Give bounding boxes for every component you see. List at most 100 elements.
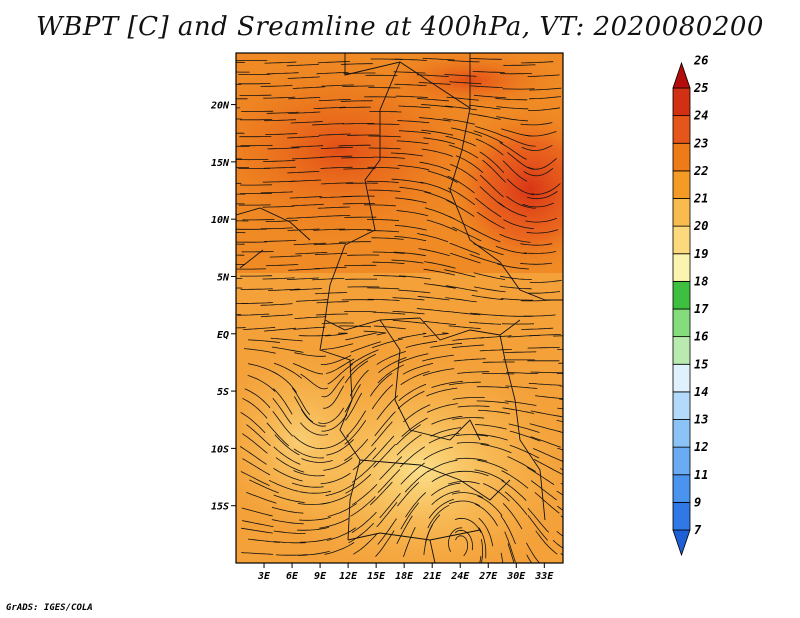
streamline: [391, 259, 424, 264]
streamline: [287, 136, 320, 139]
streamline: [264, 119, 297, 122]
streamline: [522, 202, 554, 208]
streamline: [318, 215, 351, 218]
streamline: [476, 400, 509, 404]
streamline: [260, 191, 293, 194]
streamline: [321, 84, 354, 87]
streamline: [263, 96, 296, 99]
credit-label: GrADS: IGES/COLA: [6, 603, 93, 613]
streamline: [239, 446, 267, 465]
streamline: [496, 106, 529, 110]
streamline: [475, 138, 504, 156]
streamline: [236, 220, 249, 222]
latitude-axis: 20N 15N 10N 5N EQ 5S 10S 15S: [210, 101, 236, 513]
streamline: [344, 311, 377, 313]
streamline: [376, 502, 398, 528]
streamline: [314, 266, 347, 270]
streamline: [475, 197, 502, 218]
streamline: [431, 482, 461, 496]
streamline: [390, 152, 423, 157]
streamline: [320, 146, 353, 149]
streamline: [423, 321, 456, 326]
streamline: [288, 111, 321, 114]
streamline: [287, 228, 320, 231]
streamline: [479, 151, 505, 173]
streamline: [345, 332, 377, 341]
streamline: [349, 369, 369, 397]
streamline: [426, 403, 458, 413]
streamline: [416, 98, 449, 102]
streamline: [560, 468, 563, 471]
streamline: [293, 435, 322, 450]
streamline: [556, 490, 563, 496]
streamline: [419, 161, 451, 172]
streamline: [469, 58, 502, 60]
streamline: [403, 527, 416, 558]
streamline: [262, 205, 295, 208]
streamline: [395, 95, 428, 98]
streamline: [289, 179, 322, 182]
streamline: [326, 527, 357, 541]
streamline: [266, 111, 299, 114]
streamline: [320, 472, 351, 485]
colorbar-high-arrow: [672, 61, 691, 89]
streamline: [268, 479, 299, 492]
streamline: [501, 480, 527, 501]
streamline: [369, 111, 402, 113]
streamline: [373, 311, 406, 315]
streamline: [341, 157, 374, 159]
streamline: [266, 264, 299, 267]
streamline: [447, 60, 480, 63]
streamline: [236, 145, 250, 147]
streamline: [321, 322, 354, 324]
streamline: [295, 252, 328, 255]
streamline: [396, 140, 429, 145]
streamline: [423, 332, 449, 338]
streamline: [397, 390, 425, 410]
lon-tick-label: 27E: [478, 571, 498, 582]
streamline: [263, 160, 296, 162]
streamline: [244, 388, 271, 409]
streamline: [403, 404, 431, 423]
colorbar-swatch: [672, 501, 691, 531]
streamline: [368, 147, 401, 150]
streamline: [507, 543, 515, 563]
streamline: [421, 129, 454, 136]
streamline: [342, 85, 375, 87]
streamline: [400, 502, 420, 530]
streamline: [474, 424, 507, 430]
streamline: [394, 236, 427, 242]
streamline: [351, 461, 377, 483]
streamline: [404, 470, 430, 493]
streamline: [426, 219, 458, 232]
lat-tick-label: 10S: [211, 444, 229, 455]
streamline: [349, 353, 377, 373]
streamline: [299, 490, 332, 494]
streamline: [455, 535, 468, 557]
streamline: [426, 387, 458, 397]
streamline: [372, 156, 405, 159]
streamline: [343, 72, 376, 74]
streamline: [471, 295, 504, 300]
colorbar-swatch: [672, 391, 691, 420]
streamline: [444, 269, 476, 278]
streamline: [263, 166, 296, 169]
streamline: [367, 287, 400, 290]
streamline: [270, 337, 303, 342]
streamline: [323, 457, 353, 471]
streamline: [528, 334, 561, 337]
streamline: [236, 263, 246, 265]
streamline: [478, 409, 510, 415]
streamline: [499, 142, 527, 160]
streamline: [401, 417, 428, 437]
streamline: [260, 85, 293, 87]
streamline: [477, 495, 503, 517]
colorbar-label: 24: [693, 109, 708, 123]
streamline: [452, 226, 482, 242]
streamline: [559, 385, 563, 387]
streamline: [457, 371, 490, 374]
streamline: [236, 61, 245, 63]
streamline: [431, 490, 460, 505]
streamline: [377, 364, 405, 384]
streamline: [371, 384, 394, 410]
